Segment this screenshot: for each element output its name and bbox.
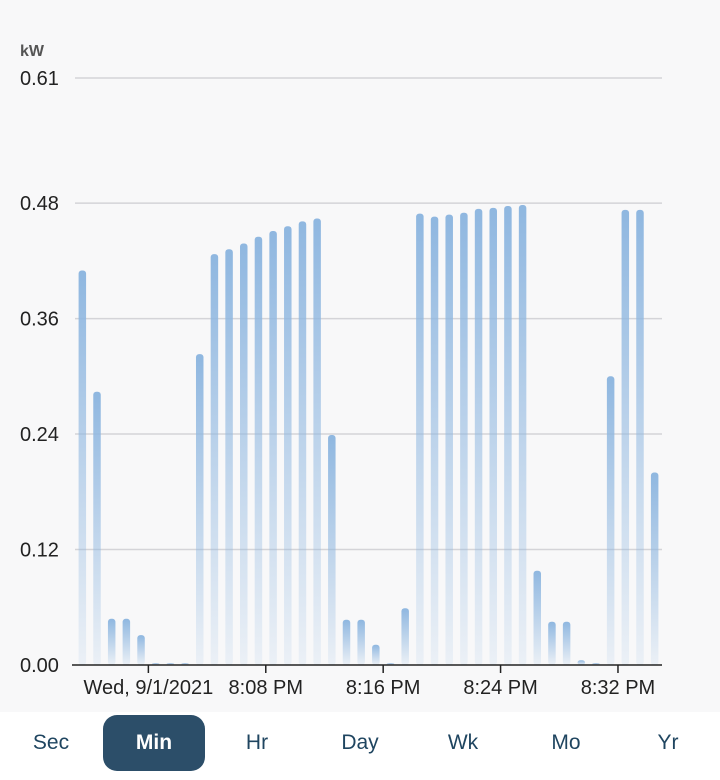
x-tick-label: 8:24 PM xyxy=(463,677,537,699)
tab-hr[interactable]: Hr xyxy=(245,731,269,754)
bar xyxy=(489,207,497,665)
tab-sec[interactable]: Sec xyxy=(32,731,70,754)
y-axis-labels: 0.00 0.12 0.24 0.36 0.48 0.61 xyxy=(20,68,59,677)
bar xyxy=(328,435,336,665)
bar xyxy=(195,354,204,665)
y-unit-label: kW xyxy=(20,43,45,60)
tab-day[interactable]: Day xyxy=(341,731,379,754)
bar xyxy=(342,619,351,665)
bar xyxy=(621,209,630,666)
bar xyxy=(460,212,468,665)
bar xyxy=(357,619,365,665)
bar xyxy=(416,213,424,666)
bar xyxy=(313,218,321,665)
bar xyxy=(606,376,615,665)
y-tick-label: 0.61 xyxy=(20,68,59,90)
bar xyxy=(137,635,145,665)
bar xyxy=(93,391,101,665)
bar xyxy=(562,621,571,665)
tab-min[interactable]: Min xyxy=(103,715,205,771)
bar xyxy=(225,249,233,666)
x-axis: Wed, 9/1/2021 8:08 PM 8:16 PM 8:24 PM 8:32 P… xyxy=(72,664,662,699)
tab-mo[interactable]: Mo xyxy=(551,731,581,754)
y-tick-label: 0.24 xyxy=(20,424,59,446)
bar xyxy=(504,205,512,666)
power-chart: kW 0.00 0.12 0.24 0.36 0.48 0.61 Wed, 9/1/202… xyxy=(20,43,662,699)
bar xyxy=(474,208,483,665)
bar xyxy=(122,618,131,665)
bar xyxy=(577,660,586,665)
bars xyxy=(78,205,659,666)
x-tick-label: 8:16 PM xyxy=(346,677,420,699)
x-tick-label: 8:32 PM xyxy=(581,677,655,699)
bar xyxy=(548,621,556,665)
bar xyxy=(284,226,292,666)
y-tick-label: 0.36 xyxy=(20,309,59,331)
bar xyxy=(107,618,116,665)
bar xyxy=(298,221,307,666)
tab-yr[interactable]: Yr xyxy=(657,731,679,754)
bar xyxy=(401,608,409,665)
bar xyxy=(269,231,277,665)
bar xyxy=(518,205,527,665)
bar xyxy=(430,216,439,665)
bar xyxy=(533,570,542,665)
x-tick-label: 8:08 PM xyxy=(229,677,303,699)
bar xyxy=(254,236,263,665)
bar xyxy=(240,243,248,665)
bar xyxy=(372,644,380,665)
y-tick-label: 0.48 xyxy=(20,193,59,215)
x-tick-label: Wed, 9/1/2021 xyxy=(84,677,214,699)
tab-wk[interactable]: Wk xyxy=(447,731,479,754)
y-tick-label: 0.12 xyxy=(20,540,59,562)
bar xyxy=(445,214,453,665)
bar xyxy=(78,270,87,665)
gridlines xyxy=(75,77,662,551)
bar xyxy=(636,209,644,666)
y-tick-label: 0.00 xyxy=(20,655,59,677)
bar xyxy=(210,254,219,665)
bar xyxy=(650,472,659,665)
time-range-tabbar: Sec Min Hr Day Wk Mo Yr xyxy=(0,712,720,780)
